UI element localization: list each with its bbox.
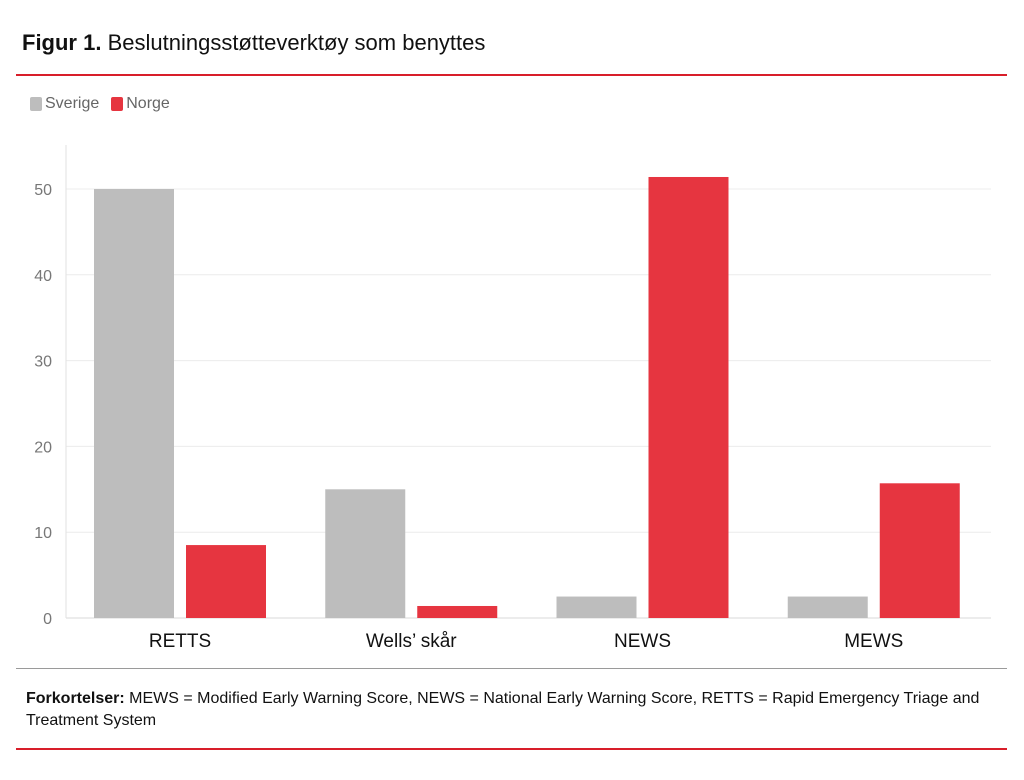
- y-tick-label: 50: [34, 182, 52, 199]
- figure-title: Figur 1. Beslutningsstøtteverktøy som be…: [22, 28, 485, 58]
- y-tick-label: 40: [34, 268, 52, 285]
- chart-bottom-divider: [16, 668, 1007, 669]
- bar-sverige-2: [556, 596, 637, 618]
- bar-norge-3: [879, 483, 960, 618]
- y-tick-label: 10: [34, 525, 52, 542]
- bar-norge-1: [417, 605, 498, 618]
- x-tick-label: Wells’ skår: [366, 631, 457, 652]
- bar-chart: 0 10 20 30 40 50 RETTS Wells’ skår NEWS MEWS: [34, 145, 991, 652]
- bar-norge-2: [648, 176, 729, 618]
- bar-norge-0: [186, 545, 266, 618]
- title-divider: [16, 74, 1007, 76]
- figure-title-text: Beslutningsstøtteverktøy som benyttes: [107, 30, 486, 55]
- y-tick-label: 30: [34, 354, 52, 371]
- y-tick-label: 20: [34, 439, 52, 456]
- x-tick-label: NEWS: [614, 631, 671, 652]
- footnote-label: Forkortelser:: [26, 690, 125, 707]
- bar-sverige-3: [787, 596, 868, 618]
- legend-label-sverige: Sverige: [45, 95, 100, 112]
- legend-item-sverige: Sverige: [30, 95, 99, 113]
- y-tick-label: 0: [43, 611, 52, 628]
- footnote-text: MEWS = Modified Early Warning Score, NEW…: [26, 690, 980, 729]
- legend-swatch-norge: [111, 97, 124, 111]
- legend-swatch-sverige: [30, 97, 42, 111]
- figure-label: Figur 1.: [22, 30, 102, 55]
- x-tick-label: MEWS: [844, 631, 903, 652]
- bar-sverige-0: [94, 189, 174, 618]
- legend-label-norge: Norge: [126, 95, 170, 112]
- legend-item-norge: Norge: [111, 95, 170, 113]
- label-layer: 0 10 20 30 40 50 RETTS Wells’ skår NEWS MEWS: [34, 182, 903, 652]
- chart-legend: Sverige Norge: [30, 95, 182, 113]
- bar-sverige-1: [325, 489, 406, 618]
- footnote: Forkortelser: MEWS = Modified Early Warn…: [26, 688, 986, 732]
- bottom-divider: [16, 748, 1007, 750]
- bar-layer: [94, 176, 960, 618]
- x-tick-label: RETTS: [149, 631, 211, 652]
